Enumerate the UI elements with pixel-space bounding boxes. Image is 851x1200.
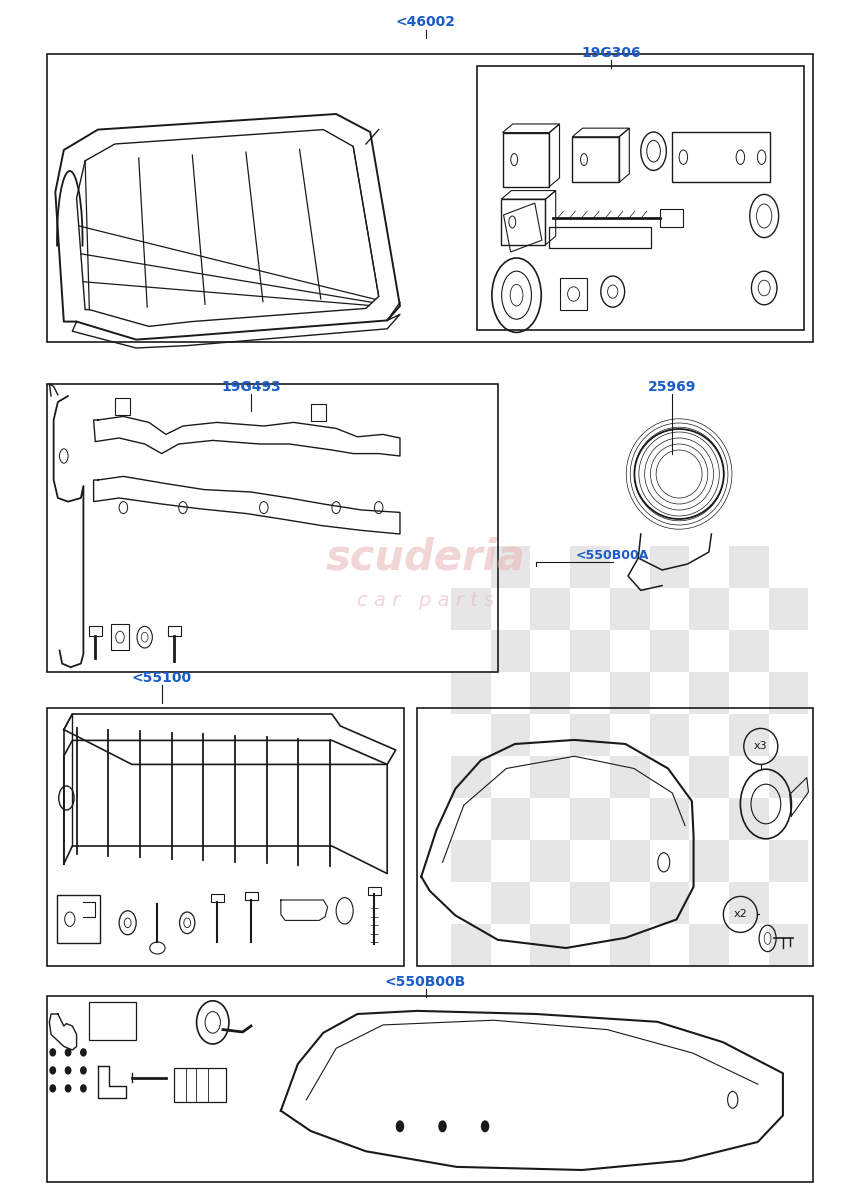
Bar <box>451 588 491 630</box>
Bar <box>491 630 530 672</box>
Bar <box>649 798 689 840</box>
Text: x3: x3 <box>754 742 768 751</box>
Bar <box>477 66 804 330</box>
Bar <box>729 630 768 672</box>
Bar <box>501 199 545 245</box>
Text: 19G306: 19G306 <box>581 46 641 60</box>
Bar <box>174 1068 226 1102</box>
Bar <box>649 882 689 924</box>
Bar <box>729 798 768 840</box>
Ellipse shape <box>49 1049 56 1056</box>
Text: c a r   p a r t s: c a r p a r t s <box>357 590 494 610</box>
Bar <box>451 840 491 882</box>
Bar <box>311 404 326 421</box>
Bar <box>451 756 491 798</box>
Bar <box>451 672 491 714</box>
Ellipse shape <box>80 1085 87 1092</box>
Bar <box>530 672 570 714</box>
Bar <box>111 624 129 650</box>
Bar <box>660 209 683 227</box>
Bar <box>689 840 729 882</box>
Text: <550B00A: <550B00A <box>576 548 649 562</box>
Bar <box>649 546 689 588</box>
Text: <46002: <46002 <box>396 16 455 29</box>
Bar <box>768 588 808 630</box>
Bar <box>570 546 610 588</box>
Bar <box>417 708 813 966</box>
Bar <box>491 714 530 756</box>
Bar <box>89 1002 136 1040</box>
Bar <box>570 714 610 756</box>
Bar <box>649 630 689 672</box>
Bar <box>570 882 610 924</box>
Bar <box>502 132 550 186</box>
Bar <box>729 714 768 756</box>
Bar <box>610 924 649 966</box>
Bar <box>560 278 587 310</box>
Bar <box>570 630 610 672</box>
Bar <box>610 672 649 714</box>
Bar <box>649 714 689 756</box>
Text: <55100: <55100 <box>132 671 191 685</box>
Bar <box>47 54 813 342</box>
Ellipse shape <box>80 1049 87 1056</box>
Bar <box>530 840 570 882</box>
Bar <box>610 588 649 630</box>
Bar <box>491 798 530 840</box>
Bar <box>491 546 530 588</box>
Bar <box>47 708 404 966</box>
Text: scuderia: scuderia <box>326 538 525 578</box>
Text: 25969: 25969 <box>648 379 696 394</box>
Bar <box>89 626 102 636</box>
Bar <box>115 398 130 415</box>
Ellipse shape <box>65 1067 71 1075</box>
Bar <box>689 756 729 798</box>
Bar <box>768 672 808 714</box>
Ellipse shape <box>438 1121 447 1133</box>
Bar <box>530 924 570 966</box>
Text: 19G493: 19G493 <box>221 379 281 394</box>
Bar <box>689 672 729 714</box>
Bar <box>530 756 570 798</box>
Bar <box>168 626 181 636</box>
Bar <box>549 227 651 248</box>
Ellipse shape <box>65 1049 71 1056</box>
Bar <box>689 588 729 630</box>
Bar <box>768 924 808 966</box>
Bar <box>368 887 381 895</box>
Bar <box>689 924 729 966</box>
Bar <box>570 798 610 840</box>
Bar <box>530 588 570 630</box>
Ellipse shape <box>481 1121 489 1133</box>
Bar <box>57 895 100 943</box>
Bar <box>47 996 813 1182</box>
Bar <box>504 203 542 252</box>
Bar <box>768 756 808 798</box>
Bar <box>672 132 770 182</box>
Bar <box>211 894 224 902</box>
Ellipse shape <box>49 1085 56 1092</box>
Ellipse shape <box>80 1067 87 1075</box>
Bar <box>610 840 649 882</box>
Ellipse shape <box>65 1085 71 1092</box>
Bar <box>729 546 768 588</box>
Bar <box>768 840 808 882</box>
Bar <box>610 756 649 798</box>
Bar <box>47 384 498 672</box>
Bar <box>451 924 491 966</box>
Ellipse shape <box>396 1121 404 1133</box>
Text: <550B00B: <550B00B <box>385 974 466 989</box>
Text: x2: x2 <box>734 910 747 919</box>
Bar <box>491 882 530 924</box>
Ellipse shape <box>49 1067 56 1075</box>
Bar <box>729 882 768 924</box>
Bar <box>572 137 620 182</box>
Bar <box>245 892 258 900</box>
